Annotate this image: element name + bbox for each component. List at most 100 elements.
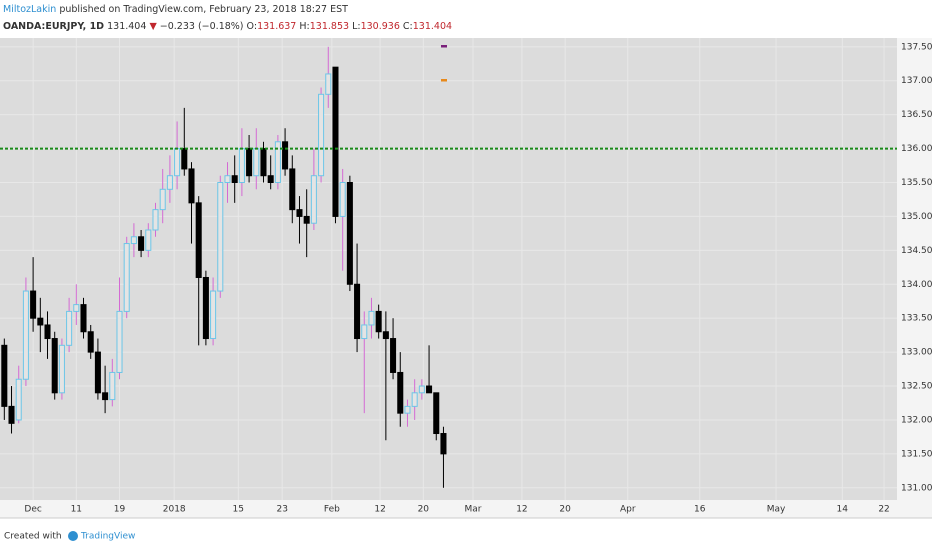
candle-body — [15, 378, 22, 421]
c-label: C: — [403, 21, 413, 32]
x-tick-label: Dec — [24, 505, 41, 515]
symbol: OANDA:EURJPY, 1D — [3, 21, 104, 32]
candle-body — [346, 182, 353, 285]
candle-body — [80, 304, 87, 333]
candle-body — [310, 175, 317, 224]
candle-body — [339, 182, 346, 217]
candle-body — [433, 392, 440, 435]
y-tick-label: 136.500 — [901, 110, 932, 120]
candle-body — [58, 344, 65, 394]
x-tick-label: Apr — [620, 505, 636, 515]
candle-body — [116, 310, 123, 373]
candle-body — [188, 168, 195, 204]
candle-body — [318, 93, 325, 177]
candle-body — [375, 310, 382, 333]
candle-body — [8, 405, 15, 424]
published: published on TradingView.com, February 2… — [59, 4, 348, 15]
x-tick-label: Feb — [324, 505, 340, 515]
candle-body — [418, 385, 425, 394]
candle-body — [224, 175, 231, 184]
candle-body — [174, 148, 181, 177]
candle-body — [138, 236, 145, 251]
candle-body — [267, 175, 274, 184]
candle-body — [1, 344, 8, 407]
candle-body — [181, 148, 188, 170]
candle-body — [246, 148, 253, 177]
plot-area — [0, 38, 897, 500]
l-label: L: — [352, 21, 361, 32]
candle-body — [166, 175, 173, 190]
candle-body — [195, 202, 202, 278]
candle-body — [22, 290, 29, 380]
candle-body — [37, 317, 44, 326]
x-tick-label: 11 — [71, 505, 82, 515]
candle-body — [94, 351, 101, 394]
candle-body — [73, 304, 80, 312]
h-label: H: — [299, 21, 309, 32]
candle-body — [426, 385, 433, 394]
axis-labels: 131.000 131.500 132.000 132.500 133.000 133.5… — [24, 42, 932, 514]
candle-body — [102, 392, 109, 401]
candle-body — [303, 215, 310, 224]
candle-body — [231, 175, 238, 184]
y-tick-label: 135.500 — [901, 178, 932, 188]
y-tick-label: 135.000 — [901, 212, 932, 222]
arrow: ▼ — [149, 21, 157, 32]
candle-body — [411, 392, 418, 407]
candle-body — [109, 371, 116, 401]
author[interactable]: MiltozLakin — [3, 4, 56, 15]
candle-body — [238, 148, 245, 184]
y-tick-label: 133.000 — [901, 348, 932, 358]
candle-body — [354, 283, 361, 340]
y-tick-label: 131.000 — [901, 483, 932, 493]
x-tick-label: 14 — [837, 505, 849, 515]
x-tick-label: 2018 — [163, 505, 186, 515]
candle-body — [66, 310, 73, 346]
h-value: 131.853 — [310, 21, 349, 32]
candle-body — [397, 371, 404, 414]
candle-body — [390, 338, 397, 373]
x-tick-label: 19 — [114, 505, 126, 515]
y-tick-label: 134.000 — [901, 280, 932, 290]
x-tick-label: 20 — [559, 505, 571, 515]
candle-body — [44, 324, 51, 340]
candle-body — [282, 141, 289, 170]
x-tick-label: 23 — [276, 505, 287, 515]
price-axis — [897, 38, 932, 500]
y-tick-label: 136.000 — [901, 144, 932, 154]
y-tick-label: 137.000 — [901, 76, 932, 86]
candle-body — [260, 148, 267, 177]
y-tick-label: 131.500 — [901, 449, 932, 459]
candle-body — [382, 331, 389, 340]
y-tick-label: 132.000 — [901, 415, 932, 425]
indicator-marker — [441, 45, 447, 48]
x-tick-label: 12 — [374, 505, 385, 515]
footer-brand[interactable]: TradingView — [80, 532, 135, 542]
change: −0.233 (−0.18%) — [160, 21, 244, 32]
brand-logo — [68, 531, 78, 541]
x-tick-label: 22 — [878, 505, 889, 515]
candle-body — [325, 73, 332, 95]
candle-body — [145, 229, 152, 251]
candle-body — [253, 148, 260, 177]
grid — [0, 38, 897, 500]
candle-body — [332, 66, 339, 217]
y-tick-label: 132.500 — [901, 382, 932, 392]
o-value: 131.637 — [257, 21, 296, 32]
candle-body — [361, 324, 368, 340]
candle-body — [210, 290, 217, 340]
c-value: 131.404 — [413, 21, 452, 32]
candle-body — [217, 182, 224, 292]
candle-body — [289, 168, 296, 211]
x-tick-label: 20 — [418, 505, 430, 515]
candle-body — [404, 405, 411, 414]
candle-body — [202, 276, 209, 340]
candle-body — [368, 310, 375, 326]
indicator-marker — [441, 79, 447, 82]
header-line: MiltozLakin published on TradingView.com… — [3, 4, 348, 15]
y-tick-label: 137.500 — [901, 42, 932, 52]
candle-body — [123, 243, 130, 312]
candle-body — [274, 141, 281, 184]
x-tick-label: Mar — [464, 505, 481, 515]
